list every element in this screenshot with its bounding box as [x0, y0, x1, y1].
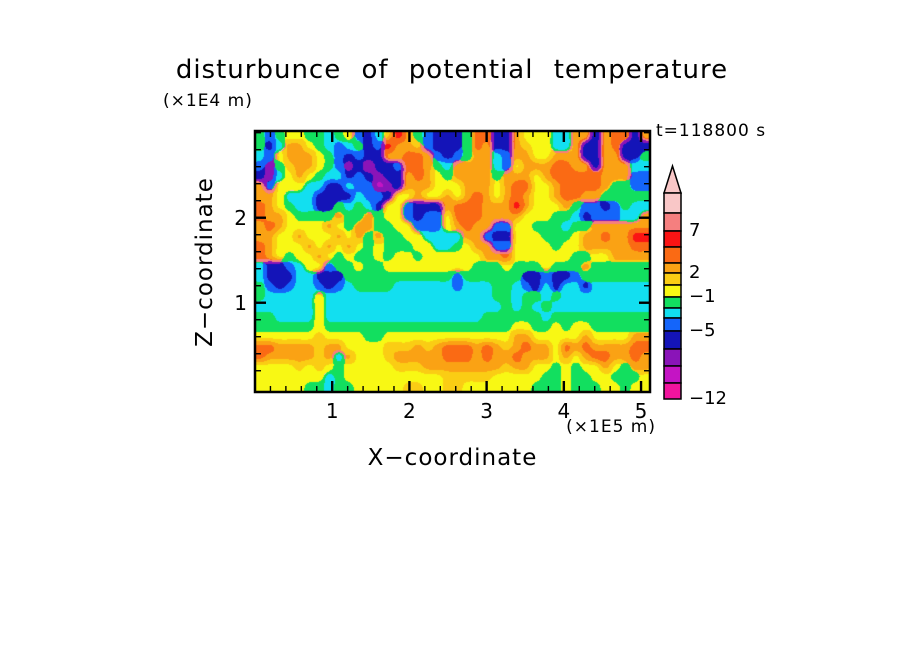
colorbar-arrow — [662, 163, 683, 194]
colorbar-tick-label: 2 — [689, 262, 701, 283]
colorbar-tick-label: −5 — [689, 320, 716, 341]
colorbar-cell-pale-pink — [663, 192, 682, 214]
x-tick-label: 4 — [557, 399, 571, 423]
colorbar-cell-red — [663, 230, 682, 248]
y-axis-title: Z−coordinate — [192, 177, 218, 347]
colorbar-cell-magenta-purple — [663, 365, 682, 384]
colorbar-cell-blue — [663, 317, 682, 332]
chart-title: disturbunce of potential temperature — [175, 55, 729, 85]
time-annotation: t=118800 s — [656, 121, 767, 141]
heatmap-field — [255, 131, 650, 392]
colorbar-cell-magenta — [663, 382, 682, 400]
colorbar-cell-orange — [663, 262, 682, 274]
colorbar-cell-cyan — [663, 307, 682, 319]
colorbar-cell-green — [663, 296, 682, 309]
colorbar-cell-dark-blue — [663, 330, 682, 350]
x-tick-label: 2 — [403, 399, 416, 423]
colorbar-tick-label: −1 — [689, 286, 716, 307]
x-tick-label: 5 — [634, 399, 648, 423]
y-tick-label: 2 — [234, 205, 247, 230]
x-axis-unit-label: (×1E5 m) — [566, 417, 656, 437]
colorbar-tick-label: 7 — [689, 220, 701, 241]
colorbar-tick-label: −12 — [689, 388, 727, 409]
colorbar-cell-purple — [663, 348, 682, 367]
colorbar-cell-yellow — [663, 284, 682, 298]
x-tick-label: 3 — [480, 399, 493, 423]
x-tick-label: 1 — [325, 399, 339, 423]
y-tick-label: 1 — [234, 290, 247, 315]
colorbar-cell-orange-red — [663, 246, 682, 264]
colorbar-cell-salmon — [663, 212, 682, 232]
x-axis-title: X−coordinate — [367, 445, 538, 471]
y-axis-unit-label: (×1E4 m) — [163, 91, 253, 111]
colorbar-cell-amber — [663, 272, 682, 286]
